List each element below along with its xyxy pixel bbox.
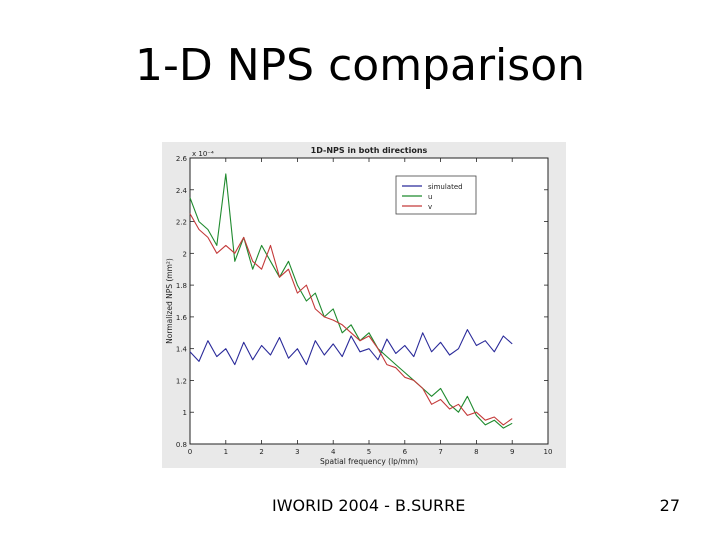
- x-tick-label: 1: [224, 448, 228, 456]
- y-tick-label: 2.6: [176, 155, 188, 163]
- x-tick-label: 5: [367, 448, 371, 456]
- x-tick-label: 6: [403, 448, 408, 456]
- slide-footer: IWORID 2004 - B.SURRE: [272, 496, 466, 515]
- y-tick-label: 1: [183, 409, 187, 417]
- y-axis-multiplier: x 10⁻⁴: [192, 150, 214, 158]
- legend-box: [395, 175, 477, 215]
- y-tick-label: 2.2: [176, 219, 187, 227]
- y-tick-label: 1.6: [176, 314, 188, 322]
- series-line-simulated: [189, 329, 513, 366]
- y-tick-label: 1.2: [176, 377, 187, 385]
- x-tick-label: 8: [474, 448, 478, 456]
- y-tick-label: 2.4: [176, 187, 188, 195]
- x-tick-label: 9: [510, 448, 514, 456]
- y-tick-label: 2: [183, 250, 187, 258]
- chart-title: 1D-NPS in both directions: [311, 146, 428, 155]
- nps-line-chart: 1D-NPS in both directions x 10⁻⁴ 0.8 1 1.2 1.…: [162, 142, 566, 468]
- x-tick-label: 0: [188, 448, 192, 456]
- x-tick-label: 2: [259, 448, 263, 456]
- plot-area: [189, 157, 549, 445]
- chart-figure: 1D-NPS in both directions x 10⁻⁴ 0.8 1 1.2 1.…: [162, 142, 566, 468]
- slide-title: 1-D NPS comparison: [134, 40, 585, 91]
- y-axis-label: Normalized NPS (mm²): [165, 258, 174, 344]
- x-tick-label: 7: [438, 448, 442, 456]
- legend-label-v: v: [428, 203, 432, 211]
- slide-page-number: 27: [659, 496, 680, 515]
- x-axis-label: Spatial frequency (lp/mm): [320, 457, 418, 466]
- x-tick-label: 3: [295, 448, 299, 456]
- x-tick-label: 10: [544, 448, 553, 456]
- y-tick-label: 0.8: [176, 441, 187, 449]
- legend-label-u: u: [428, 193, 432, 201]
- y-tick-label: 1.8: [176, 282, 187, 290]
- series-line-v: [189, 213, 513, 426]
- legend-label-simulated: simulated: [428, 183, 463, 191]
- x-tick-label: 4: [331, 448, 336, 456]
- y-tick-label: 1.4: [176, 346, 188, 354]
